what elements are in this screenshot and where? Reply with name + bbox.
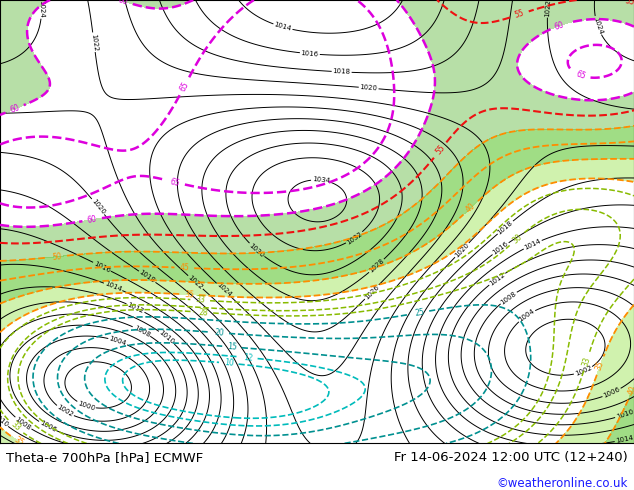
Text: 1004: 1004 bbox=[108, 336, 127, 347]
Text: 1024: 1024 bbox=[39, 0, 44, 18]
Text: 65: 65 bbox=[169, 177, 181, 188]
Text: 1022: 1022 bbox=[544, 0, 552, 17]
Text: 1016: 1016 bbox=[93, 260, 112, 273]
Text: 33: 33 bbox=[9, 420, 22, 433]
Text: 20: 20 bbox=[214, 328, 224, 338]
Text: 35: 35 bbox=[184, 290, 194, 299]
Text: 35: 35 bbox=[594, 360, 606, 372]
Text: 1002: 1002 bbox=[56, 404, 74, 418]
Text: 1000: 1000 bbox=[77, 400, 96, 412]
Text: 1032: 1032 bbox=[346, 230, 363, 245]
Text: 12: 12 bbox=[243, 353, 253, 363]
Text: 1012: 1012 bbox=[488, 271, 506, 287]
Text: 10: 10 bbox=[224, 358, 234, 368]
Text: Fr 14-06-2024 12:00 UTC (12+240): Fr 14-06-2024 12:00 UTC (12+240) bbox=[394, 451, 628, 464]
Text: 60: 60 bbox=[553, 20, 566, 31]
Text: 1024: 1024 bbox=[592, 16, 603, 35]
Text: 15: 15 bbox=[227, 342, 237, 352]
Text: 65: 65 bbox=[575, 70, 587, 81]
Text: 28: 28 bbox=[198, 308, 209, 317]
Text: ©weatheronline.co.uk: ©weatheronline.co.uk bbox=[496, 476, 628, 490]
Text: 1028: 1028 bbox=[368, 258, 385, 274]
Text: 45: 45 bbox=[179, 263, 190, 272]
Text: 1012: 1012 bbox=[126, 301, 145, 315]
Text: 1008: 1008 bbox=[133, 324, 151, 338]
Text: 1022: 1022 bbox=[90, 33, 98, 51]
Text: 1018: 1018 bbox=[496, 220, 514, 236]
Text: 1010: 1010 bbox=[158, 329, 176, 345]
Text: 55: 55 bbox=[434, 144, 447, 157]
Text: 1004: 1004 bbox=[517, 308, 536, 323]
Text: 1008: 1008 bbox=[500, 290, 517, 305]
Text: 1030: 1030 bbox=[248, 242, 266, 258]
Text: 1002: 1002 bbox=[574, 365, 593, 377]
Text: 30: 30 bbox=[510, 232, 524, 245]
Text: 1010: 1010 bbox=[0, 412, 10, 428]
Text: 60: 60 bbox=[87, 215, 98, 225]
Text: 1006: 1006 bbox=[602, 387, 621, 399]
Text: 1016: 1016 bbox=[491, 241, 510, 256]
Text: 1020: 1020 bbox=[359, 84, 378, 92]
Text: 40: 40 bbox=[626, 384, 634, 397]
Text: 40: 40 bbox=[464, 201, 477, 215]
Text: 1034: 1034 bbox=[312, 176, 330, 184]
Text: 1008: 1008 bbox=[14, 416, 32, 431]
Text: 33: 33 bbox=[195, 295, 205, 305]
Text: 1014: 1014 bbox=[615, 435, 634, 444]
Text: 1010: 1010 bbox=[615, 409, 634, 420]
Text: 50: 50 bbox=[52, 252, 63, 262]
Text: 1014: 1014 bbox=[523, 238, 542, 251]
Text: 55: 55 bbox=[514, 9, 526, 20]
Text: 1014: 1014 bbox=[104, 281, 122, 293]
Text: 1016: 1016 bbox=[301, 50, 319, 57]
Text: 35: 35 bbox=[13, 435, 25, 448]
Text: 55: 55 bbox=[623, 0, 634, 7]
Text: 1018: 1018 bbox=[138, 269, 157, 284]
Text: 1020: 1020 bbox=[453, 242, 470, 259]
Text: 60: 60 bbox=[8, 103, 21, 115]
Text: 33: 33 bbox=[581, 355, 592, 367]
Text: 60: 60 bbox=[117, 0, 129, 7]
Text: 1014: 1014 bbox=[273, 22, 292, 32]
Text: 1020: 1020 bbox=[90, 198, 106, 216]
Text: 1026: 1026 bbox=[363, 284, 380, 300]
Text: 25: 25 bbox=[414, 307, 425, 318]
Text: 65: 65 bbox=[178, 80, 191, 93]
Text: 1006: 1006 bbox=[38, 420, 57, 434]
Text: 1018: 1018 bbox=[332, 69, 351, 75]
Text: 1024: 1024 bbox=[216, 282, 232, 298]
Text: 1022: 1022 bbox=[187, 274, 204, 291]
Text: Theta-e 700hPa [hPa] ECMWF: Theta-e 700hPa [hPa] ECMWF bbox=[6, 451, 204, 464]
